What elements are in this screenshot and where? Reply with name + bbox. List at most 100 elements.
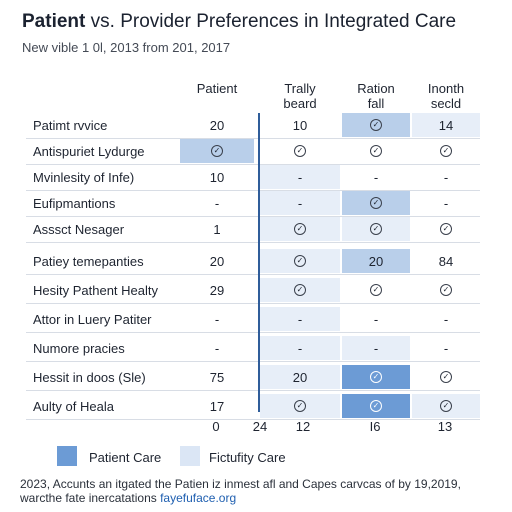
cell-value: -: [443, 311, 449, 327]
table-cell: -: [342, 165, 410, 189]
legend-swatch-fictufity-care: [180, 446, 200, 466]
cell-value: -: [297, 340, 303, 356]
table-cell: 20: [342, 249, 410, 273]
row-separator: [26, 303, 480, 304]
table-cell: ✓: [342, 113, 410, 137]
row-label: Mvinlesity of Infe): [33, 170, 135, 185]
check-icon: ✓: [370, 197, 382, 209]
row-separator: [26, 190, 480, 191]
table-cell: 10: [260, 113, 340, 137]
row-label: Patimt rvvice: [33, 118, 108, 133]
footer-value: 13: [437, 419, 453, 434]
note-line-2-prefix: warcthe fate inercatations: [20, 491, 161, 505]
cell-value: 20: [292, 369, 308, 385]
cell-value: 20: [209, 253, 225, 269]
legend-label-patient-care: Patient Care: [89, 450, 162, 465]
table-cell: 14: [412, 113, 480, 137]
cell-value: -: [214, 195, 220, 211]
table-cell: 17: [180, 394, 254, 418]
row-label: Antispuriet Lydurge: [33, 144, 145, 159]
table-cell: -: [260, 336, 340, 360]
cell-value: 17: [209, 398, 225, 414]
check-icon: ✓: [440, 371, 452, 383]
chart-subtitle: New vible 1 0l, 2013 from 201, 2017: [22, 40, 231, 55]
table-cell: 84: [412, 249, 480, 273]
check-icon: ✓: [211, 145, 223, 157]
footer-value: 24: [252, 419, 268, 434]
cell-value: 29: [209, 282, 225, 298]
cell-value: -: [443, 195, 449, 211]
check-icon: ✓: [294, 223, 306, 235]
table-cell: ✓: [260, 278, 340, 302]
row-label: Patiey temepanties: [33, 254, 144, 269]
row-label: Attor in Luery Patiter: [33, 312, 152, 327]
table-cell: 10: [180, 165, 254, 189]
row-label: Eufipmantions: [33, 196, 116, 211]
column-header-1: Trally beard: [283, 81, 317, 111]
table-cell: ✓: [342, 365, 410, 389]
check-icon: ✓: [370, 119, 382, 131]
cell-value: 1: [213, 221, 221, 237]
table-cell: -: [342, 336, 410, 360]
note-line-1: 2023, Accunts an itgated the Patien iz i…: [20, 477, 461, 491]
table-cell: 29: [180, 278, 254, 302]
cell-value: 75: [209, 369, 225, 385]
cell-value: 20: [368, 253, 384, 269]
table-cell: -: [260, 165, 340, 189]
cell-value: -: [443, 340, 449, 356]
table-cell: -: [342, 307, 410, 331]
table-cell: 1: [180, 217, 254, 241]
column-header-3: Inonth secld: [427, 81, 465, 111]
row-separator: [26, 390, 480, 391]
check-icon: ✓: [294, 284, 306, 296]
note-line-2: warcthe fate inercatations fayefuface.or…: [20, 491, 236, 505]
row-label: Aulty of Heala: [33, 399, 114, 414]
table-cell: ✓: [412, 278, 480, 302]
table-cell: ✓: [342, 191, 410, 215]
cell-value: -: [443, 169, 449, 185]
row-separator: [26, 419, 480, 420]
check-icon: ✓: [294, 145, 306, 157]
table-cell: ✓: [412, 394, 480, 418]
table-cell: -: [180, 307, 254, 331]
table-cell: -: [180, 191, 254, 215]
table-cell: -: [260, 307, 340, 331]
table-cell: 20: [260, 365, 340, 389]
legend-label-fictufity-care: Fictufity Care: [209, 450, 286, 465]
footer-value: I6: [369, 419, 381, 434]
check-icon: ✓: [294, 400, 306, 412]
table-cell: 20: [180, 249, 254, 273]
row-label: Hessit in doos (Sle): [33, 370, 146, 385]
row-separator: [26, 164, 480, 165]
table-cell: ✓: [412, 139, 480, 163]
legend-swatch-patient-care: [57, 446, 77, 466]
row-separator: [26, 332, 480, 333]
check-icon: ✓: [370, 371, 382, 383]
table-cell: -: [180, 336, 254, 360]
cell-value: -: [373, 340, 379, 356]
table-cell: -: [412, 307, 480, 331]
column-header-2: Ration fall: [357, 81, 395, 111]
table-cell: ✓: [260, 139, 340, 163]
source-link[interactable]: fayefuface.org: [160, 491, 237, 505]
row-label: Asssct Nesager: [33, 222, 125, 237]
check-icon: ✓: [370, 400, 382, 412]
table-cell: -: [412, 191, 480, 215]
check-icon: ✓: [370, 145, 382, 157]
table-cell: ✓: [260, 249, 340, 273]
title-rest: vs. Provider Preferences in Integrated C…: [85, 11, 457, 32]
table-cell: ✓: [412, 217, 480, 241]
row-separator: [26, 361, 480, 362]
check-icon: ✓: [440, 400, 452, 412]
check-icon: ✓: [440, 284, 452, 296]
row-separator: [26, 138, 480, 139]
cell-value: 84: [438, 253, 454, 269]
chart-title: Patient vs. Provider Preferences in Inte…: [22, 11, 456, 33]
cell-value: 14: [438, 117, 454, 133]
column-header-0: Patient: [196, 81, 238, 96]
cell-value: -: [297, 169, 303, 185]
table-cell: 75: [180, 365, 254, 389]
table-cell: ✓: [412, 365, 480, 389]
check-icon: ✓: [370, 223, 382, 235]
footer-value: 12: [295, 419, 311, 434]
